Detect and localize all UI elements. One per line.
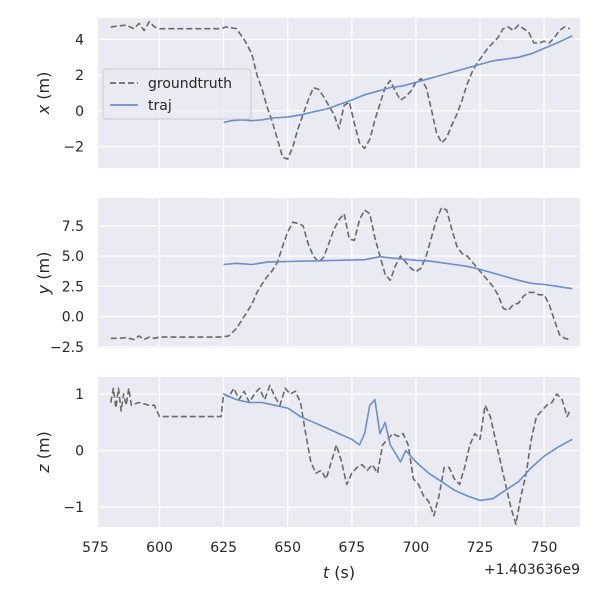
y-axis-label-unit: (m) <box>34 72 53 105</box>
y-axis-label-var: z <box>34 464 53 474</box>
series-traj <box>223 255 573 290</box>
y-tick-label: 2.5 <box>62 279 84 295</box>
x-tick-label: 625 <box>210 540 237 556</box>
x-axis-label-var: t <box>323 563 330 582</box>
y-tick-label: 7.5 <box>62 219 84 235</box>
x-offset-label: +1.403636e9 <box>484 562 580 578</box>
x-axis-label-unit: (s) <box>329 563 355 582</box>
x-tick-label: 650 <box>274 540 301 556</box>
y-axis-label-unit: (m) <box>34 252 53 285</box>
panel-2: −2.5 0.0 2.5 5.0 7.5 y (m) <box>34 198 580 356</box>
x-tick-label: 750 <box>531 540 558 556</box>
y-tick-label: −2.5 <box>50 340 84 356</box>
y-axis-label: x (m) <box>34 72 53 116</box>
legend-label-groundtruth: groundtruth <box>148 76 232 92</box>
plot-area <box>98 198 580 348</box>
series-traj <box>223 35 573 124</box>
y-axis-label-unit: (m) <box>34 431 53 464</box>
y-tick-label: −1 <box>63 500 84 516</box>
legend-label-traj: traj <box>148 98 172 114</box>
y-axis-label-var: y <box>34 284 53 295</box>
y-tick-label: 1 <box>75 387 84 403</box>
y-axis-label-var: x <box>34 104 53 115</box>
panel-3: −1 0 1 z (m) 575 600 625 650 675 700 725 750 t (s) +1… <box>34 377 580 582</box>
y-tick-label: 0 <box>75 104 84 120</box>
x-tick-label: 675 <box>338 540 365 556</box>
x-axis-label: t (s) <box>323 563 355 582</box>
x-tick-label: 600 <box>146 540 173 556</box>
series-groundtruth <box>110 206 570 341</box>
y-axis-label: y (m) <box>34 252 53 296</box>
x-tick-label: 575 <box>82 540 109 556</box>
legend-box <box>102 68 252 120</box>
legend: groundtruth traj <box>102 68 252 120</box>
y-tick-label: −2 <box>63 140 84 156</box>
y-tick-label: 0.0 <box>62 310 84 326</box>
series-traj <box>223 393 573 502</box>
series-groundtruth <box>110 20 570 160</box>
x-tick-label: 700 <box>403 540 430 556</box>
y-axis-label: z (m) <box>34 431 53 474</box>
y-tick-label: 0 <box>75 444 84 460</box>
y-tick-label: 4 <box>75 32 84 48</box>
x-tick-label: 725 <box>467 540 494 556</box>
y-tick-label: 5.0 <box>62 249 84 265</box>
y-tick-label: 2 <box>75 68 84 84</box>
panel-1: −2 0 2 4 x (m) groundtruth traj <box>34 18 580 168</box>
